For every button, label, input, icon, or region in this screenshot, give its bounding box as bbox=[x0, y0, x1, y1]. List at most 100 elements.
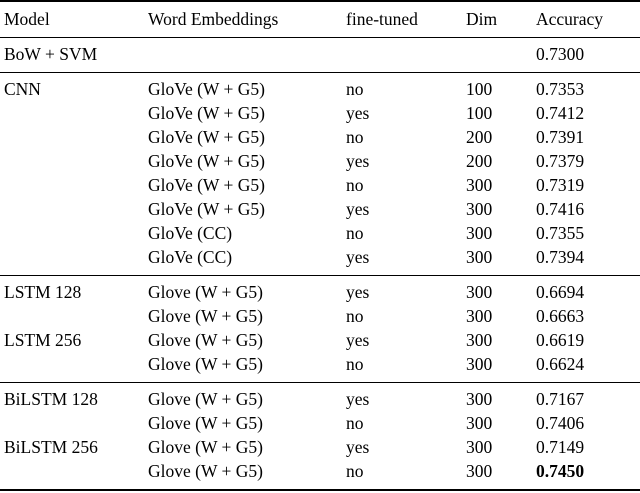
cell-fine-tuned: no bbox=[346, 413, 364, 433]
cell-accuracy: 0.7300 bbox=[536, 37, 640, 73]
cell-embeddings: GloVe (W + G5) bbox=[148, 72, 346, 101]
cell-model bbox=[0, 149, 148, 173]
cell-accuracy: 0.6619 bbox=[536, 330, 585, 350]
cell-model: LSTM 256 bbox=[4, 330, 82, 350]
table-row: Glove (W + G5) no 300 0.7406 bbox=[0, 411, 640, 435]
cell-model: BiLSTM 256 bbox=[4, 437, 98, 457]
cell-fine-tuned: no bbox=[346, 306, 364, 326]
cell-embeddings: Glove (W + G5) bbox=[148, 354, 264, 374]
cell-accuracy: 0.7416 bbox=[536, 199, 585, 219]
column-header-accuracy: Accuracy bbox=[536, 1, 640, 38]
cell-model bbox=[0, 221, 148, 245]
cell-accuracy: 0.7394 bbox=[536, 247, 585, 267]
cell-embeddings: Glove (W + G5) bbox=[148, 437, 264, 457]
cell-accuracy: 0.7412 bbox=[536, 103, 585, 123]
cell-accuracy: 0.7450 bbox=[536, 461, 585, 481]
cell-dim: 300 bbox=[466, 199, 493, 219]
table-row: LSTM 256 Glove (W + G5) yes 300 0.6619 bbox=[0, 328, 640, 352]
cell-model bbox=[0, 411, 148, 435]
table-row: BiLSTM 128 Glove (W + G5) yes 300 0.7167 bbox=[0, 382, 640, 411]
table-row: BoW + SVM 0.7300 bbox=[0, 37, 640, 73]
cell-embeddings: GloVe (W + G5) bbox=[148, 199, 265, 219]
cell-model bbox=[0, 173, 148, 197]
column-header-fine-tuned: fine-tuned bbox=[346, 1, 466, 38]
cell-model bbox=[0, 125, 148, 149]
cell-dim: 300 bbox=[466, 382, 536, 411]
cell-fine-tuned bbox=[346, 37, 466, 73]
cell-model bbox=[0, 245, 148, 276]
table-row: LSTM 128 Glove (W + G5) yes 300 0.6694 bbox=[0, 275, 640, 304]
cell-dim: 300 bbox=[466, 275, 536, 304]
cell-embeddings: Glove (W + G5) bbox=[148, 306, 264, 326]
cell-accuracy: 0.7406 bbox=[536, 413, 585, 433]
cell-model bbox=[0, 197, 148, 221]
cell-embeddings: Glove (W + G5) bbox=[148, 413, 264, 433]
cell-embeddings: Glove (W + G5) bbox=[148, 275, 346, 304]
cell-fine-tuned: no bbox=[346, 354, 364, 374]
cell-dim: 200 bbox=[466, 127, 493, 147]
cell-model bbox=[0, 304, 148, 328]
table-section-0: BoW + SVM 0.7300 bbox=[0, 37, 640, 73]
cell-embeddings: GloVe (W + G5) bbox=[148, 103, 265, 123]
cell-model: LSTM 128 bbox=[0, 275, 148, 304]
cell-embeddings: Glove (W + G5) bbox=[148, 330, 264, 350]
cell-dim: 300 bbox=[466, 223, 493, 243]
table-row: GloVe (W + G5) yes 100 0.7412 bbox=[0, 101, 640, 125]
cell-fine-tuned: no bbox=[346, 127, 364, 147]
cell-embeddings: GloVe (W + G5) bbox=[148, 127, 265, 147]
table-row: Glove (W + G5) no 300 0.6624 bbox=[0, 352, 640, 383]
cell-embeddings: Glove (W + G5) bbox=[148, 461, 264, 481]
cell-dim: 300 bbox=[466, 247, 493, 267]
table-row: Glove (W + G5) no 300 0.7450 bbox=[0, 459, 640, 490]
cell-embeddings: Glove (W + G5) bbox=[148, 382, 346, 411]
cell-dim: 100 bbox=[466, 72, 536, 101]
cell-fine-tuned: yes bbox=[346, 199, 370, 219]
cell-accuracy: 0.7149 bbox=[536, 437, 585, 457]
table-section-3: BiLSTM 128 Glove (W + G5) yes 300 0.7167 Glov… bbox=[0, 382, 640, 491]
cell-embeddings: GloVe (W + G5) bbox=[148, 175, 265, 195]
cell-accuracy: 0.7167 bbox=[536, 382, 640, 411]
cell-fine-tuned: yes bbox=[346, 247, 370, 267]
table-row: BiLSTM 256 Glove (W + G5) yes 300 0.7149 bbox=[0, 435, 640, 459]
cell-accuracy: 0.7391 bbox=[536, 127, 585, 147]
cell-dim: 200 bbox=[466, 151, 493, 171]
cell-fine-tuned: yes bbox=[346, 437, 370, 457]
cell-model: BiLSTM 128 bbox=[0, 382, 148, 411]
table-row: Glove (W + G5) no 300 0.6663 bbox=[0, 304, 640, 328]
cell-fine-tuned: no bbox=[346, 175, 364, 195]
cell-dim: 300 bbox=[466, 330, 493, 350]
cell-accuracy: 0.6663 bbox=[536, 306, 585, 326]
cell-model bbox=[0, 101, 148, 125]
table-header: Model Word Embeddings fine-tuned Dim Acc… bbox=[0, 1, 640, 38]
cell-fine-tuned: yes bbox=[346, 103, 370, 123]
cell-accuracy: 0.7355 bbox=[536, 223, 585, 243]
cell-accuracy: 0.6694 bbox=[536, 275, 640, 304]
column-header-dim: Dim bbox=[466, 1, 536, 38]
table-section-2: LSTM 128 Glove (W + G5) yes 300 0.6694 Glove … bbox=[0, 275, 640, 383]
cell-dim: 300 bbox=[466, 354, 493, 374]
cell-fine-tuned: yes bbox=[346, 382, 466, 411]
cell-model: BoW + SVM bbox=[0, 37, 148, 73]
cell-fine-tuned: yes bbox=[346, 151, 370, 171]
table-row: GloVe (W + G5) yes 300 0.7416 bbox=[0, 197, 640, 221]
cell-dim: 300 bbox=[466, 437, 493, 457]
table-row: CNN GloVe (W + G5) no 100 0.7353 bbox=[0, 72, 640, 101]
table-section-1: CNN GloVe (W + G5) no 100 0.7353 GloVe (W + G… bbox=[0, 72, 640, 276]
column-header-model: Model bbox=[0, 1, 148, 38]
cell-dim: 300 bbox=[466, 413, 493, 433]
table-row: GloVe (CC) no 300 0.7355 bbox=[0, 221, 640, 245]
cell-dim bbox=[466, 37, 536, 73]
cell-embeddings bbox=[148, 37, 346, 73]
cell-dim: 100 bbox=[466, 103, 493, 123]
cell-model bbox=[0, 459, 148, 490]
cell-fine-tuned: no bbox=[346, 223, 364, 243]
cell-dim: 300 bbox=[466, 306, 493, 326]
cell-fine-tuned: yes bbox=[346, 275, 466, 304]
cell-fine-tuned: no bbox=[346, 461, 364, 481]
cell-embeddings: GloVe (W + G5) bbox=[148, 151, 265, 171]
cell-embeddings: GloVe (CC) bbox=[148, 247, 233, 267]
cell-model bbox=[0, 352, 148, 383]
cell-dim: 300 bbox=[466, 175, 493, 195]
